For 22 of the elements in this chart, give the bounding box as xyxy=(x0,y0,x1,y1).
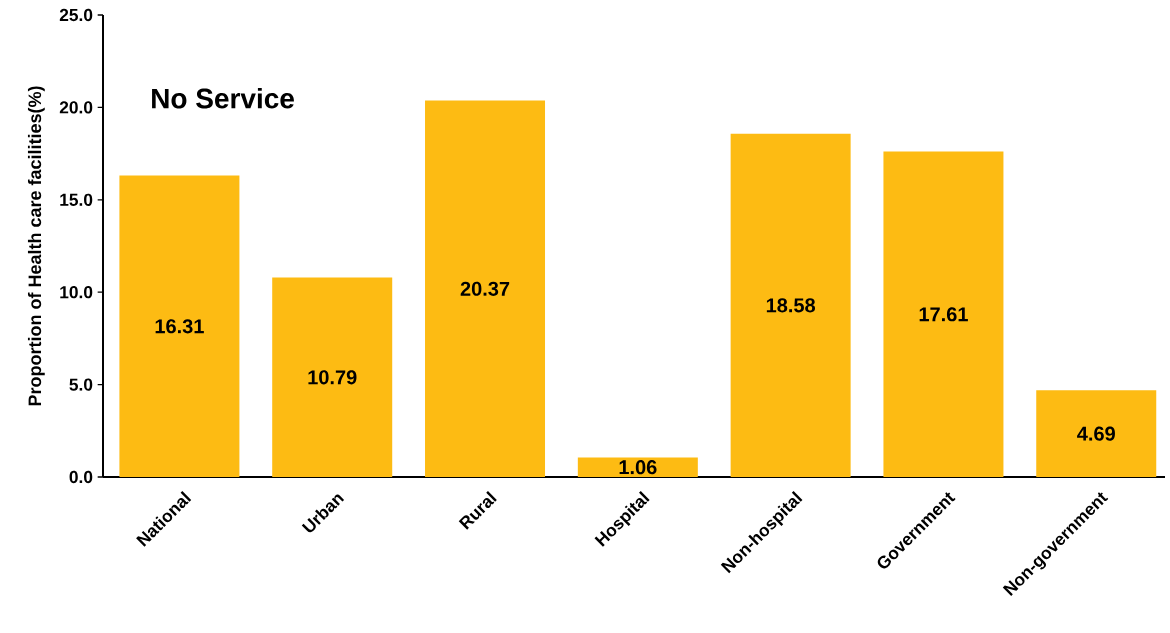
data-label: 20.37 xyxy=(460,281,510,296)
data-label: 16.31 xyxy=(155,319,204,334)
data-label: 4.69 xyxy=(1077,426,1115,441)
y-axis-title: Proportion of Health care facilities(%) xyxy=(27,86,45,406)
bar xyxy=(1036,390,1157,477)
bar xyxy=(883,151,1004,477)
y-tick-label: 15.0 xyxy=(60,193,93,206)
y-tick-label: 25.0 xyxy=(59,8,93,22)
text: No Service xyxy=(152,87,294,109)
y-tick-label: 0.0 xyxy=(69,470,93,484)
data-label: 10.79 xyxy=(308,370,357,385)
bar xyxy=(272,277,393,477)
bar xyxy=(425,100,546,477)
y-tick-label: 20.0 xyxy=(59,101,93,114)
y-tick-label: 5.0 xyxy=(69,378,93,391)
bar xyxy=(119,175,240,477)
data-label: 1.06 xyxy=(619,460,657,475)
bar xyxy=(730,133,851,477)
data-label: 18.58 xyxy=(766,298,816,313)
y-tick-label: 10.0 xyxy=(60,286,93,299)
bar xyxy=(577,457,698,477)
data-label: 17.61 xyxy=(919,307,968,322)
